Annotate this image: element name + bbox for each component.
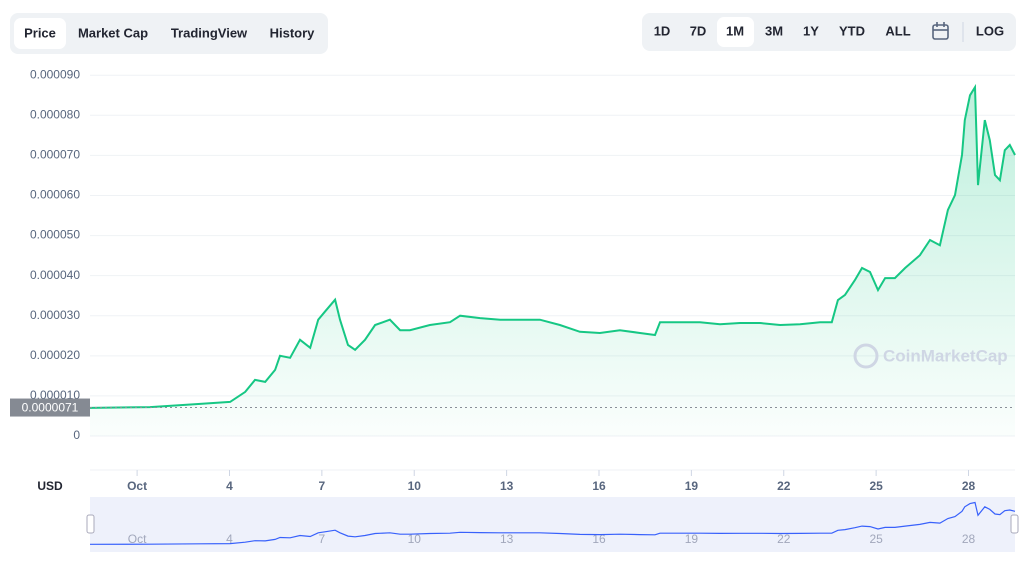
x-tick-label: 16 <box>592 479 606 493</box>
x-tick-label: 10 <box>408 479 422 493</box>
watermark: CoinMarketCap <box>853 343 1008 369</box>
range[interactable]: 1Y <box>803 23 819 38</box>
active-tab <box>14 18 66 49</box>
navigator-tick-label: 28 <box>962 532 976 546</box>
navigator-handle[interactable] <box>86 514 95 534</box>
navigator-tick-label: 10 <box>408 532 422 546</box>
navigator-tick-label: 4 <box>226 532 233 546</box>
x-tick-label: 7 <box>319 479 326 493</box>
watermark-text: CoinMarketCap <box>883 346 1008 365</box>
tab-bar <box>10 13 328 54</box>
range[interactable]: 1M <box>726 23 744 38</box>
tab[interactable]: Price <box>24 25 56 40</box>
x-tick-label: 19 <box>685 479 699 493</box>
tab[interactable]: TradingView <box>171 25 248 40</box>
range[interactable]: YTD <box>839 23 865 38</box>
calendar-icon[interactable] <box>932 22 949 40</box>
y-tick-label: 0.000060 <box>30 188 80 202</box>
range[interactable]: ALL <box>885 23 910 38</box>
range[interactable]: 7D <box>690 23 707 38</box>
tab[interactable]: Market Cap <box>78 25 148 40</box>
current-price-label: 0.0000071 <box>22 401 79 415</box>
x-tick-label: Oct <box>127 479 147 493</box>
x-tick-label: 13 <box>500 479 514 493</box>
y-tick-label: 0.000080 <box>30 107 80 121</box>
navigator-tick-label: 19 <box>685 532 699 546</box>
price-line <box>89 83 1016 409</box>
active-range <box>717 17 754 47</box>
current-price-box <box>10 398 90 417</box>
navigator-tick-label: 16 <box>592 532 606 546</box>
plot: 00.0000100.0000200.0000300.0000400.00005… <box>10 67 1016 493</box>
y-tick-label: 0.000050 <box>30 228 80 242</box>
y-tick-label: 0.000090 <box>30 67 80 81</box>
navigator-handle[interactable] <box>1010 514 1019 534</box>
currency-label: USD <box>37 479 63 493</box>
x-tick-label: 22 <box>777 479 791 493</box>
x-tick-label: 28 <box>962 479 976 493</box>
navigator-tick-label: 25 <box>869 532 883 546</box>
navigator-tick-label: 13 <box>500 532 514 546</box>
x-tick-label: 25 <box>869 479 883 493</box>
range[interactable]: 1D <box>654 23 671 38</box>
y-tick-label: 0.000020 <box>30 348 80 362</box>
navigator-line <box>89 501 1016 545</box>
y-tick-label: 0.000070 <box>30 148 80 162</box>
navigator-tick-label: Oct <box>128 532 147 546</box>
navigator-tick-label: 7 <box>319 532 326 546</box>
range[interactable]: 3M <box>765 23 783 38</box>
log-toggle[interactable]: LOG <box>976 23 1004 38</box>
y-tick-label: 0 <box>73 428 80 442</box>
y-tick-label: 0.000040 <box>30 268 80 282</box>
y-tick-label: 0.000030 <box>30 308 80 322</box>
price-area <box>90 87 1015 436</box>
x-tick-label: 4 <box>226 479 233 493</box>
navigator-tick-label: 22 <box>777 532 791 546</box>
tab[interactable]: History <box>270 25 316 40</box>
